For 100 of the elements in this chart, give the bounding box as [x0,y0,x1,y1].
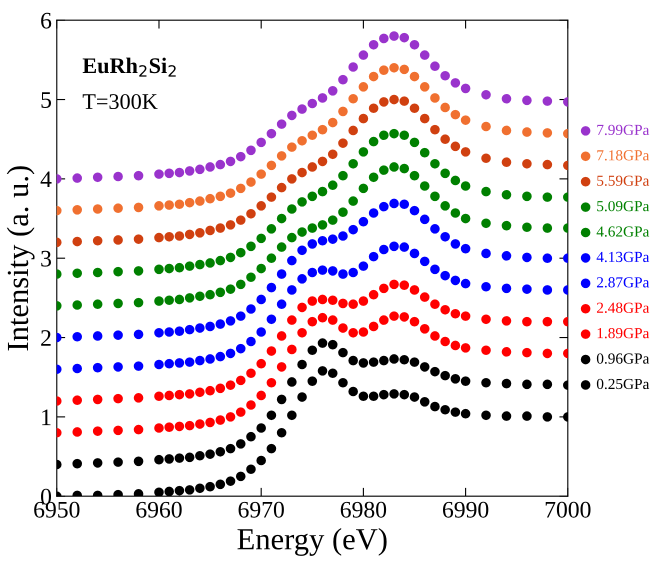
point [205,162,215,172]
point [266,128,276,138]
point [542,128,552,138]
point [216,160,226,170]
point [450,208,460,218]
point [542,348,552,358]
point [256,234,266,244]
point [368,208,378,218]
legend-label: 0.96GPa [596,353,650,364]
y-tick-label: 1 [42,409,50,426]
point [266,378,276,388]
point [195,387,205,398]
point [430,299,440,310]
point [450,176,460,186]
point [134,298,144,308]
point [368,322,378,332]
point [164,232,174,242]
point [92,362,102,372]
point [184,357,194,367]
point [318,265,328,275]
point [276,242,286,252]
point [502,378,512,388]
point [154,454,164,465]
point [481,218,491,228]
point [358,82,368,92]
point [195,228,205,238]
point [164,390,174,400]
point [399,312,410,322]
point [113,298,123,308]
point [174,326,184,336]
point [481,90,491,100]
point [92,331,102,341]
point [399,199,410,210]
point [216,256,226,266]
point [256,264,266,274]
point [368,252,378,262]
point [389,31,399,41]
point [236,472,246,482]
point [92,394,102,404]
point [542,160,552,170]
point [246,272,256,282]
point [195,196,205,206]
point [450,340,460,350]
point [440,370,450,380]
point [399,96,410,106]
point [205,194,215,204]
point [308,316,318,326]
point [460,408,470,418]
point [460,84,470,94]
point [266,314,276,324]
point [542,96,552,106]
point [481,282,491,292]
point [308,376,318,386]
point [358,327,368,337]
point [92,204,102,214]
point [195,450,205,461]
point [174,231,184,241]
point [297,360,307,370]
point [522,159,532,169]
point [542,192,552,202]
point [328,295,338,306]
point [358,391,368,402]
point [450,374,460,384]
point [297,197,307,207]
point [266,410,276,420]
point [113,426,123,436]
point [318,236,328,246]
point [72,364,82,374]
point [236,376,246,386]
legend-label: 5.59GPa [597,176,650,186]
point [348,126,358,136]
point [266,224,276,234]
point [502,251,512,261]
point [113,203,123,214]
point [460,244,470,254]
point [368,357,378,367]
point [348,268,358,278]
point [216,384,226,394]
point [246,368,256,378]
point [410,285,420,295]
point [410,40,420,50]
point [450,239,460,249]
point [430,192,440,202]
point [266,282,276,292]
point [358,358,368,368]
point [246,208,256,219]
point [236,248,246,258]
point [174,453,184,463]
point [460,115,470,125]
point [460,278,470,288]
point [236,344,246,354]
point [348,328,358,338]
point [368,40,378,50]
point [410,103,420,114]
point [379,284,389,294]
point [134,330,144,340]
point [328,149,338,160]
point [481,378,491,388]
point [205,449,215,459]
point [430,366,440,376]
